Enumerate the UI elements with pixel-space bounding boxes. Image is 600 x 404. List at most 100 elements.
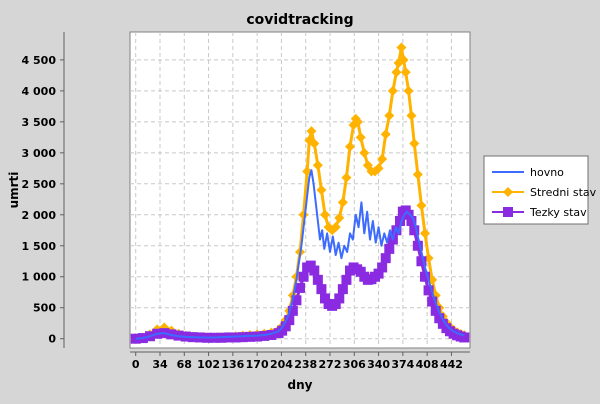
data-point: [330, 299, 341, 310]
data-point: [387, 85, 398, 96]
y-axis-label: umrti: [7, 172, 21, 209]
x-tick-label: 204: [270, 358, 293, 371]
x-tick-label: 136: [221, 358, 244, 371]
data-point: [412, 240, 423, 251]
data-point: [309, 138, 320, 149]
x-tick-label: 68: [177, 358, 192, 371]
data-point: [377, 154, 388, 165]
data-point: [312, 160, 323, 171]
data-point: [341, 274, 352, 285]
data-point: [380, 253, 391, 264]
data-point: [423, 285, 434, 296]
data-point: [384, 110, 395, 121]
data-point: [412, 169, 423, 180]
data-point: [373, 163, 384, 174]
data-point: [391, 67, 402, 78]
data-point: [355, 132, 366, 143]
data-point: [291, 295, 302, 306]
chart-title: covidtracking: [246, 12, 353, 28]
data-point: [334, 293, 345, 304]
legend-swatch-marker: [503, 207, 513, 217]
data-point: [377, 262, 388, 273]
x-tick-label: 340: [367, 358, 390, 371]
x-tick-label: 0: [132, 358, 140, 371]
y-tick-label: 4 000: [22, 85, 57, 98]
data-point: [320, 293, 330, 304]
legend-label: Tezky stav: [529, 206, 587, 219]
y-tick-label: 3 000: [22, 147, 57, 160]
data-point: [295, 282, 305, 293]
y-tick-label: 500: [33, 302, 56, 315]
data-point: [434, 313, 445, 324]
x-tick-label: 374: [391, 358, 414, 371]
data-point: [384, 243, 395, 254]
data-point: [409, 225, 420, 236]
x-axis-label: dny: [288, 378, 313, 392]
data-point: [403, 209, 414, 220]
data-point: [316, 284, 327, 295]
data-point: [395, 215, 405, 226]
x-tick-label: 442: [440, 358, 463, 371]
data-point: [337, 197, 348, 208]
data-point: [416, 200, 427, 211]
data-point: [430, 305, 441, 316]
data-point: [341, 172, 352, 183]
data-point: [312, 274, 323, 285]
legend-swatch-marker: [503, 187, 513, 197]
data-point: [337, 284, 348, 295]
data-point: [266, 329, 277, 340]
x-tick-label: 408: [416, 358, 439, 371]
data-point: [330, 222, 341, 233]
data-point: [396, 42, 407, 53]
data-point: [320, 209, 330, 220]
x-axis-ticks: 0 34 68 102 136 170 204 238 272 306 340 374 408 442: [132, 352, 463, 371]
data-point: [427, 296, 438, 307]
data-point: [306, 126, 317, 137]
data-point: [287, 305, 298, 316]
data-point: [280, 321, 291, 332]
legend-label: Stredni stav: [530, 186, 597, 199]
data-point: [459, 332, 470, 343]
series-line: [135, 169, 465, 340]
y-tick-label: 1 500: [22, 240, 57, 253]
data-point: [309, 265, 320, 276]
series-layer: [130, 42, 470, 344]
x-tick-label: 238: [294, 358, 317, 371]
series-0: [135, 169, 465, 340]
data-point: [420, 228, 430, 239]
x-tick-label: 170: [246, 358, 269, 371]
x-tick-label: 102: [197, 358, 220, 371]
legend: hovno Stredni stav Tezky stav: [483, 155, 597, 225]
data-point: [409, 138, 420, 149]
data-point: [345, 141, 355, 152]
data-point: [398, 54, 409, 65]
data-point: [316, 185, 327, 195]
y-axis-ticks: 0 500 1 000 1 500 2 000 2 500 3 000 3 500 4 000 4…: [22, 54, 64, 346]
data-point: [334, 212, 345, 223]
data-point: [284, 315, 295, 326]
y-tick-label: 1 000: [22, 271, 57, 284]
data-point: [352, 116, 363, 127]
legend-items: hovno Stredni stav Tezky stav: [492, 166, 597, 219]
legend-label: hovno: [530, 166, 564, 179]
data-point: [406, 110, 417, 121]
data-point: [380, 129, 391, 140]
data-point: [400, 67, 411, 78]
data-point: [359, 147, 370, 158]
data-point: [403, 85, 414, 96]
y-tick-label: 4 500: [22, 54, 57, 67]
x-tick-label: 272: [319, 358, 342, 371]
data-point: [298, 271, 309, 282]
y-tick-label: 3 500: [22, 116, 57, 129]
data-point: [406, 215, 417, 226]
y-tick-label: 2 500: [22, 178, 57, 191]
x-tick-label: 34: [152, 358, 168, 371]
data-point: [420, 271, 430, 282]
y-tick-label: 0: [48, 333, 56, 346]
data-point: [373, 268, 384, 279]
y-tick-label: 2 000: [22, 209, 57, 222]
data-point: [416, 256, 427, 267]
x-tick-label: 306: [343, 358, 366, 371]
